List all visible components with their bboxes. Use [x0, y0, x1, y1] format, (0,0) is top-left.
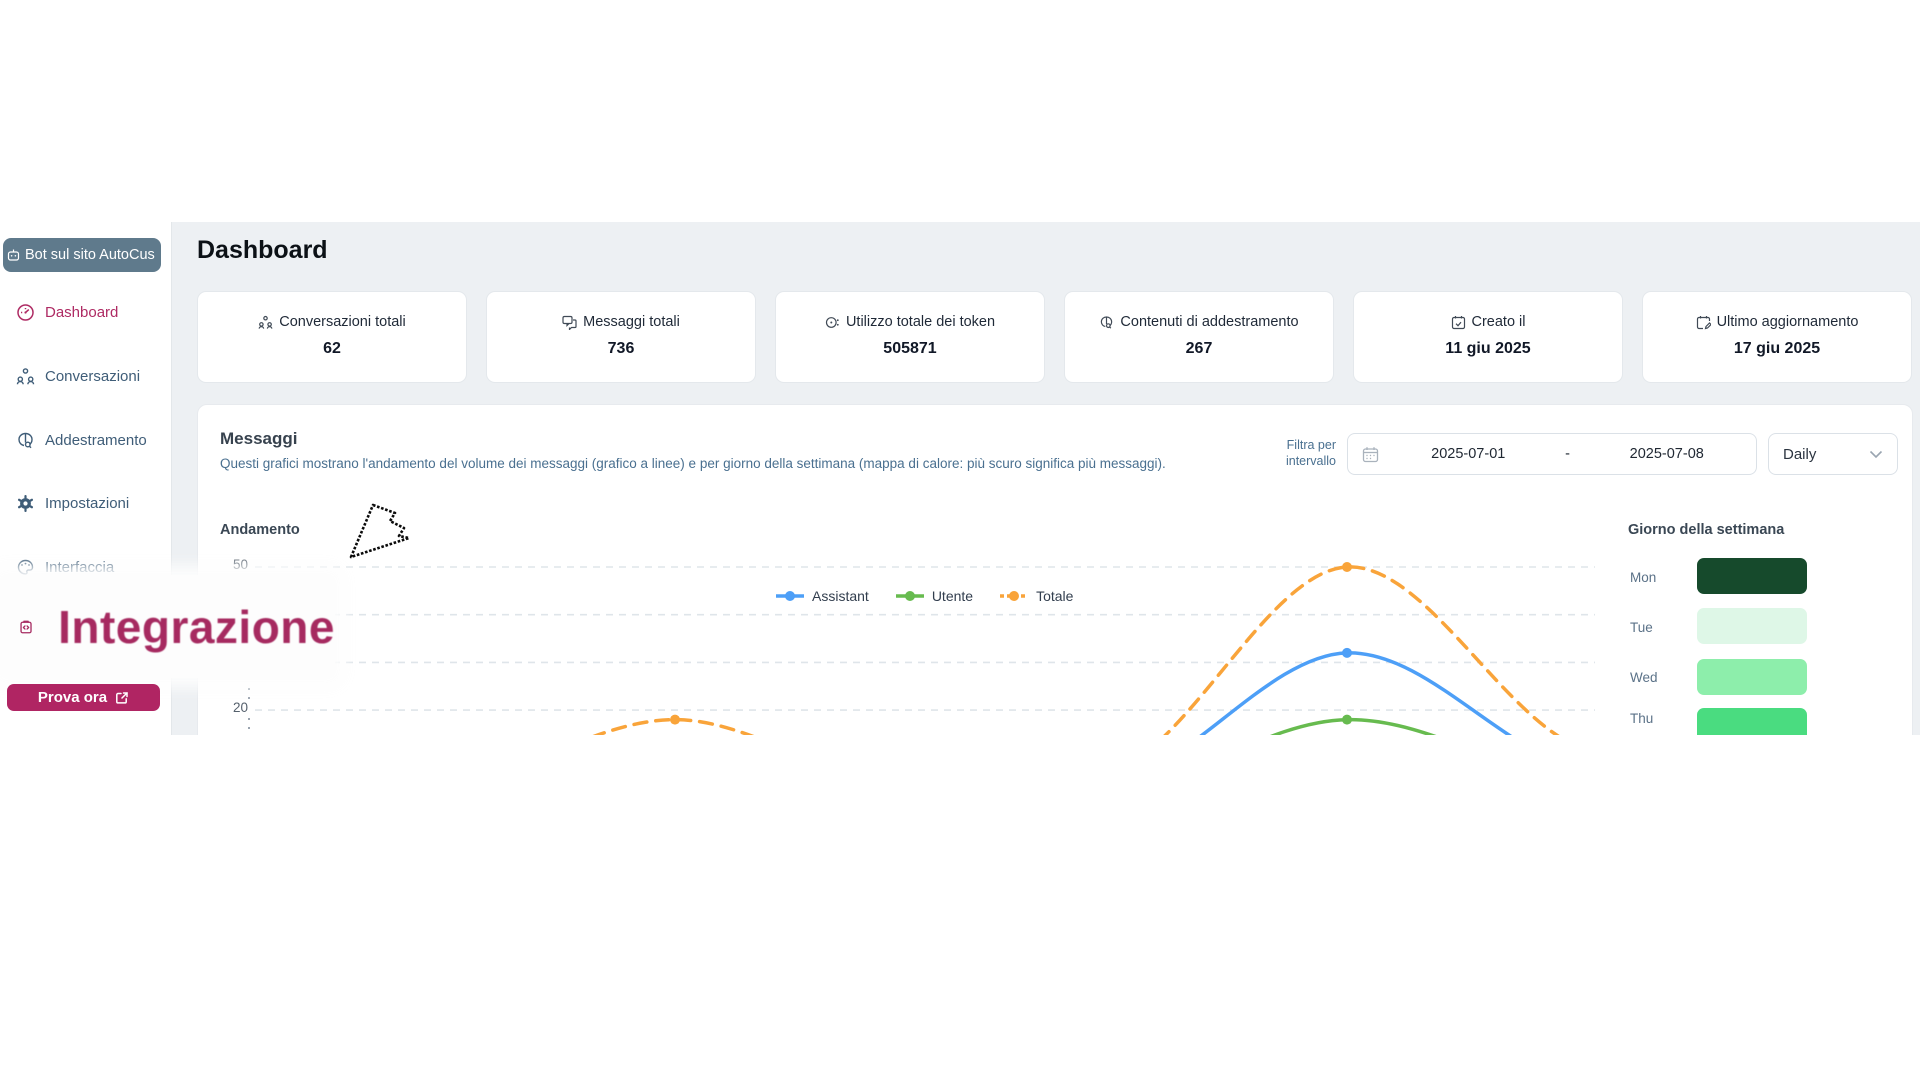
minor-tick: [248, 697, 250, 699]
stat-card-conversazioni: Conversazioni totali 62: [197, 291, 467, 383]
stat-value: 505871: [883, 340, 937, 357]
messages-title: Messaggi: [220, 429, 298, 448]
sidebar-item-label: Interfaccia: [45, 558, 115, 576]
granularity-value: Daily: [1783, 445, 1817, 463]
sidebar-item-label: Dashboard: [45, 303, 119, 321]
legend-label: Utente: [931, 588, 974, 604]
filter-label: Filtra per intervallo: [1285, 438, 1336, 468]
stat-value: 736: [607, 340, 635, 357]
page-title: Dashboard: [197, 236, 328, 264]
weekday-bar: [1697, 558, 1807, 594]
stat-card-creato: Creato il 11 giu 2025: [1353, 291, 1623, 383]
robot-icon: [7, 249, 20, 261]
legend-label: Totale: [1036, 588, 1074, 604]
palette-icon: [17, 559, 34, 575]
sidebar-item-integrazione-magnified[interactable]: Integrazione: [0, 575, 335, 678]
app-viewport: Bot sul sito AutoCus Dashboard Conversaz…: [0, 222, 1920, 735]
stat-value: 17 giu 2025: [1733, 340, 1821, 357]
gauge-icon: [17, 303, 34, 321]
stat-card-token: Utilizzo totale dei token 505871: [775, 291, 1045, 383]
minor-tick: [248, 688, 250, 690]
legend-item-totale[interactable]: Totale: [999, 588, 1073, 604]
date-range-input[interactable]: 2025-07-01 - 2025-07-08: [1347, 433, 1757, 475]
legend-marker: [1000, 591, 1029, 601]
legend-label: Assistant: [812, 588, 869, 604]
legend-item-assistant[interactable]: Assistant: [775, 588, 869, 604]
stat-value: 62: [323, 340, 341, 357]
weekday-bar: [1697, 608, 1807, 644]
sidebar-item-label: Conversazioni: [45, 367, 141, 385]
sidebar-item-label: Addestramento: [45, 431, 147, 449]
weekday-label: Mon: [1630, 570, 1657, 585]
stat-card-contenuti: Contenuti di addestramento 267: [1064, 291, 1334, 383]
stat-label: Conversazioni totali: [279, 314, 406, 330]
weekday-bar: [1697, 708, 1807, 735]
minor-tick: [248, 727, 250, 729]
stat-card-aggiornamento: Ultimo aggiornamento 17 giu 2025: [1642, 291, 1912, 383]
legend-item-utente[interactable]: Utente: [895, 588, 973, 604]
stat-label: Contenuti di addestramento: [1120, 314, 1299, 330]
sidebar-item-label: Impostazioni: [45, 494, 130, 512]
stat-label: Messaggi totali: [583, 314, 680, 330]
external-link-icon: [116, 691, 128, 704]
date-to-value[interactable]: 2025-07-08: [1629, 446, 1704, 462]
bot-selector-badge[interactable]: Bot sul sito AutoCus: [3, 238, 161, 272]
granularity-select[interactable]: Daily: [1768, 433, 1898, 475]
stat-label: Utilizzo totale dei token: [845, 314, 996, 330]
date-from-value[interactable]: 2025-07-01: [1431, 446, 1506, 462]
sidebar-item-interfaccia[interactable]: Interfaccia: [16, 554, 114, 580]
calendar-check-icon: [1451, 315, 1465, 329]
stat-value: 267: [1185, 340, 1213, 357]
trend-title: Andamento: [220, 522, 300, 538]
sidebar-item-impostazioni[interactable]: Impostazioni: [16, 490, 129, 516]
chart-legend: Assistant Utente Totale: [775, 588, 1073, 604]
calendar-edit-icon: [1696, 315, 1711, 329]
weekday-heatmap-title: Giorno della settimana: [1628, 522, 1785, 538]
sidebar-item-conversazioni[interactable]: Conversazioni: [16, 363, 140, 389]
legend-marker: [895, 591, 924, 601]
people-icon: [16, 367, 35, 384]
calendar-icon: [1362, 446, 1379, 462]
prova-ora-button[interactable]: Prova ora: [7, 684, 160, 711]
y-axis-tick-50: 50: [232, 557, 248, 572]
stat-label: Ultimo aggiornamento: [1716, 314, 1859, 330]
stat-card-messaggi: Messaggi totali 736: [486, 291, 756, 383]
date-separator: -: [1565, 446, 1570, 462]
weekday-label: Wed: [1630, 670, 1658, 685]
bot-name: Bot sul sito AutoCus: [25, 247, 155, 263]
chevron-down-icon: [1869, 450, 1883, 458]
sidebar-item-dashboard[interactable]: Dashboard: [16, 299, 118, 325]
brain-icon: [1101, 315, 1113, 329]
weekday-label: Tue: [1630, 620, 1653, 635]
cta-label: Prova ora: [37, 689, 108, 706]
clipboard-code-icon: [20, 620, 32, 633]
y-axis-tick-20: 20: [232, 700, 248, 715]
legend-marker: [776, 591, 804, 601]
weekday-label: Thu: [1630, 711, 1654, 726]
users-icon: [258, 315, 273, 329]
stat-label: Creato il: [1471, 314, 1526, 330]
messages-description: Questi grafici mostrano l'andamento del …: [220, 456, 1166, 471]
token-icon: [825, 316, 839, 328]
magnified-item-label: Integrazione: [58, 600, 335, 653]
brain-icon: [18, 432, 33, 448]
stat-value: 11 giu 2025: [1445, 340, 1531, 357]
sidebar-item-addestramento[interactable]: Addestramento: [16, 427, 147, 453]
minor-tick: [248, 718, 250, 720]
gear-icon: [17, 494, 34, 512]
weekday-bar: [1697, 659, 1807, 695]
chat-icon: [562, 315, 577, 330]
